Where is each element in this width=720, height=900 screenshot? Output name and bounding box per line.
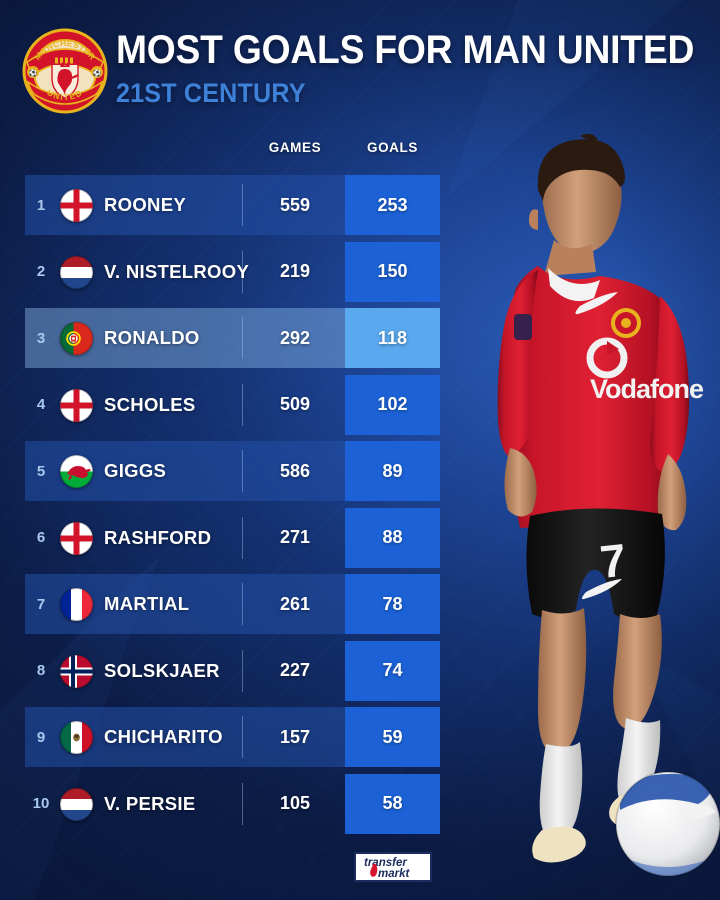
games-value: 559 — [279, 194, 311, 215]
games-value: 292 — [279, 327, 311, 348]
games-value: 105 — [279, 793, 311, 814]
goals-value: 89 — [382, 460, 403, 481]
flag-netherlands-icon — [60, 787, 93, 821]
player-name: V. PERSIE — [104, 792, 196, 814]
goals-cell-background — [345, 574, 440, 634]
goals-value: 253 — [377, 194, 408, 215]
player-name: V. NISTELROOY — [104, 260, 250, 282]
flag-england-icon — [60, 521, 93, 555]
goals-value: 150 — [377, 261, 408, 282]
table-row[interactable]: 6 RASHFORD 271 88 — [0, 505, 450, 572]
column-divider — [242, 716, 243, 758]
table-row[interactable]: 7 MARTIAL 261 78 — [0, 571, 450, 638]
page-subtitle: 21ST CENTURY — [116, 78, 306, 108]
player-name: CHICHARITO — [104, 726, 223, 748]
column-divider — [242, 782, 243, 825]
player-name: SCHOLES — [104, 393, 196, 415]
svg-text:Vodafone: Vodafone — [590, 374, 704, 404]
column-divider — [242, 649, 243, 692]
transfermarkt-logo[interactable]: transfer markt — [354, 852, 432, 882]
rank-number: 6 — [36, 529, 46, 547]
goals-value: 78 — [382, 593, 403, 614]
flag-norway-icon — [60, 654, 93, 688]
games-value: 271 — [279, 527, 311, 548]
goals-cell-background — [345, 773, 440, 834]
goals-cell-background — [345, 308, 440, 368]
table-row[interactable]: 10 V. PERSIE 105 58 — [0, 771, 450, 838]
flag-wales-icon — [60, 455, 93, 488]
rank-number: 2 — [36, 263, 46, 281]
goals-value: 102 — [377, 394, 408, 415]
games-value: 261 — [279, 593, 311, 614]
goals-value: 58 — [382, 793, 403, 814]
player-name: RASHFORD — [104, 526, 212, 548]
flag-netherlands-icon — [60, 255, 93, 289]
games-value: 227 — [279, 660, 311, 681]
goals-value: 59 — [382, 726, 403, 747]
goals-cell-background — [345, 175, 440, 235]
table-row[interactable]: 1 ROONEY 559 253 — [0, 172, 450, 239]
table-row[interactable]: 4 SCHOLES 509 102 — [0, 372, 450, 439]
page-title: MOST GOALS FOR MAN UNITED — [116, 28, 695, 72]
games-value: 219 — [279, 261, 311, 282]
rank-number: 7 — [36, 595, 46, 613]
column-header-games: GAMES — [268, 140, 322, 155]
player-name: SOLSKJAER — [104, 659, 220, 681]
goals-cell-background — [345, 441, 440, 501]
goals-cell-background — [345, 507, 440, 568]
rank-number: 9 — [36, 728, 46, 746]
svg-text:UNITED: UNITED — [45, 87, 84, 102]
column-divider — [242, 383, 243, 426]
table-row[interactable]: 2 V. NISTELROOY 219 150 — [0, 239, 450, 306]
svg-text:markt: markt — [378, 868, 410, 880]
games-value: 586 — [279, 460, 311, 481]
player-name: ROONEY — [104, 194, 186, 216]
goals-value: 118 — [377, 327, 408, 348]
column-divider — [242, 583, 243, 625]
flag-england-icon — [60, 189, 93, 222]
games-value: 509 — [279, 394, 311, 415]
ranking-table: 1 ROONEY 559 253 2 V. NISTELROOY 219 150 3 RONALD… — [0, 172, 450, 837]
goals-value: 88 — [382, 527, 403, 548]
column-headers: GAMES GOALS — [0, 140, 450, 164]
manchester-united-crest-icon: ⚽ ⚽ MANCHESTER UNITED — [22, 28, 108, 114]
rank-number: 4 — [36, 396, 46, 414]
svg-text:⚽: ⚽ — [92, 69, 102, 78]
svg-text:7: 7 — [598, 534, 629, 588]
table-row[interactable]: 3 RONALDO 292 118 — [0, 305, 450, 372]
header: ⚽ ⚽ MANCHESTER UNITED MOST GOALS FOR MAN… — [0, 0, 720, 124]
flag-france-icon — [60, 588, 93, 621]
flag-england-icon — [60, 388, 93, 422]
player-name: RONALDO — [104, 327, 200, 349]
rank-number: 8 — [36, 662, 46, 680]
table-row[interactable]: 8 SOLSKJAER 227 74 — [0, 638, 450, 705]
games-value: 157 — [279, 726, 311, 747]
flag-mexico-icon — [60, 721, 93, 754]
column-header-goals: GOALS — [366, 140, 418, 155]
goals-cell-background — [345, 241, 440, 302]
rank-number: 1 — [36, 196, 46, 214]
player-name: MARTIAL — [104, 593, 190, 615]
goals-cell-background — [345, 640, 440, 701]
column-divider — [242, 250, 243, 293]
rank-number: 3 — [36, 329, 46, 347]
ronaldo-photo: Vodafone 7 — [430, 118, 720, 900]
table-row[interactable]: 5 GIGGS 586 89 — [0, 438, 450, 505]
column-divider — [242, 317, 243, 359]
column-divider — [242, 516, 243, 559]
table-row[interactable]: 9 CHICHARITO 157 59 — [0, 704, 450, 771]
player-name: GIGGS — [104, 460, 167, 482]
svg-text:⚽: ⚽ — [28, 69, 38, 78]
flag-portugal-icon — [60, 322, 93, 355]
goals-cell-background — [345, 707, 440, 767]
rank-number: 5 — [36, 462, 46, 480]
goals-cell-background — [345, 374, 440, 435]
goals-value: 74 — [382, 660, 403, 681]
rank-number: 10 — [32, 795, 50, 813]
column-divider — [242, 450, 243, 492]
column-divider — [242, 184, 243, 226]
